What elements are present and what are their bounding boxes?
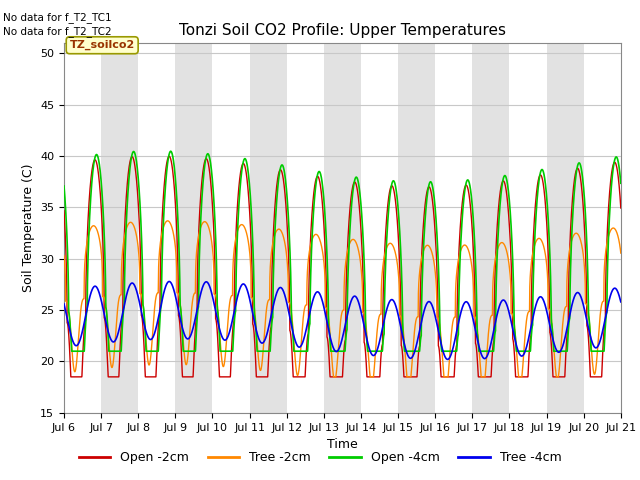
X-axis label: Time: Time: [327, 438, 358, 451]
Bar: [584, 43, 621, 413]
Bar: [250, 43, 287, 413]
Bar: [435, 43, 472, 413]
Bar: [287, 43, 324, 413]
Bar: [509, 43, 547, 413]
Text: No data for f_T2_TC2: No data for f_T2_TC2: [3, 26, 112, 37]
Bar: [64, 43, 101, 413]
Legend: Open -2cm, Tree -2cm, Open -4cm, Tree -4cm: Open -2cm, Tree -2cm, Open -4cm, Tree -4…: [74, 446, 566, 469]
Title: Tonzi Soil CO2 Profile: Upper Temperatures: Tonzi Soil CO2 Profile: Upper Temperatur…: [179, 23, 506, 38]
Bar: [324, 43, 361, 413]
Bar: [472, 43, 509, 413]
Bar: [398, 43, 435, 413]
Text: TZ_soilco2: TZ_soilco2: [70, 40, 135, 50]
Bar: [138, 43, 175, 413]
Bar: [361, 43, 398, 413]
Text: No data for f_T2_TC1: No data for f_T2_TC1: [3, 12, 112, 23]
Bar: [101, 43, 138, 413]
Bar: [212, 43, 250, 413]
Bar: [621, 43, 640, 413]
Bar: [547, 43, 584, 413]
Bar: [175, 43, 212, 413]
Y-axis label: Soil Temperature (C): Soil Temperature (C): [22, 164, 35, 292]
